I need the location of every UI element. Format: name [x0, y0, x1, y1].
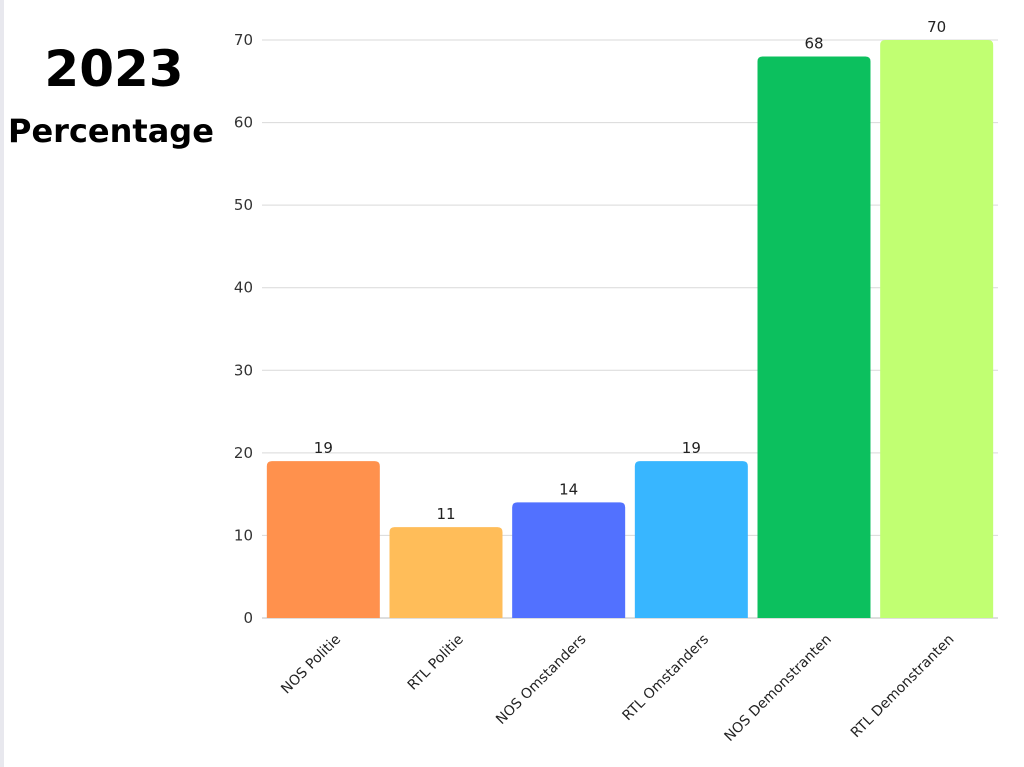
y-tick-label: 30 — [234, 361, 253, 379]
y-tick-label: 20 — [234, 444, 253, 462]
category-label: NOS Omstanders — [493, 632, 589, 728]
left-edge-strip — [0, 0, 4, 767]
y-tick-label: 60 — [234, 114, 253, 132]
y-axis-ticks: 0 10 20 30 40 50 60 70 — [234, 31, 253, 627]
y-tick-label: 10 — [234, 526, 253, 544]
value-label: 19 — [682, 439, 701, 457]
y-tick-label: 0 — [243, 609, 253, 627]
value-label: 19 — [314, 439, 333, 457]
value-label: 14 — [559, 480, 578, 498]
category-label: RTL Politie — [405, 632, 467, 694]
category-label: RTL Omstanders — [620, 632, 713, 725]
bar-rtl-politie — [389, 527, 503, 618]
bar-rtl-omstanders — [634, 461, 748, 618]
value-labels: 19 11 14 19 68 70 — [314, 18, 946, 523]
category-label: NOS Demonstranten — [722, 632, 835, 745]
category-label: NOS Politie — [278, 632, 344, 698]
y-tick-label: 40 — [234, 279, 253, 297]
category-label: RTL Demonstranten — [848, 632, 958, 742]
bar-rtl-demonstranten — [880, 40, 994, 618]
chart-subtitle: Percentage — [8, 112, 214, 150]
value-label: 70 — [927, 18, 946, 36]
y-tick-label: 50 — [234, 196, 253, 214]
gridlines — [262, 39, 998, 619]
bars — [266, 40, 994, 619]
bar-nos-politie — [266, 461, 380, 618]
bar-nos-omstanders — [512, 502, 626, 618]
value-label: 68 — [804, 35, 823, 53]
chart-title-year: 2023 — [44, 40, 184, 98]
value-label: 11 — [436, 505, 455, 523]
category-labels: NOS Politie RTL Politie NOS Omstanders RTL … — [278, 632, 957, 745]
y-tick-label: 70 — [234, 31, 253, 49]
bar-nos-demonstranten — [757, 56, 871, 619]
